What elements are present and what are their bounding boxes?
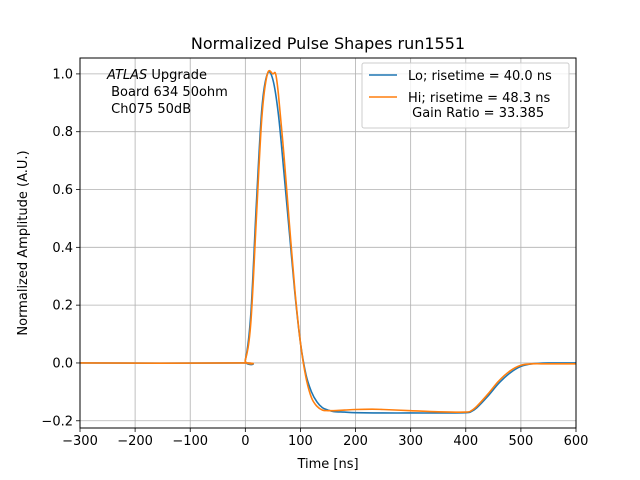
x-tick-label: 200 (343, 434, 368, 449)
x-tick-label: 400 (453, 434, 478, 449)
y-tick-label: 0.6 (52, 183, 73, 198)
legend-label-hi: Hi; risetime = 48.3 ns (408, 91, 550, 106)
x-tick-label: 100 (288, 434, 313, 449)
ticks: −300 −200 −100 0 100 200 300 400 500 600 −0.2 0.0 0.… (41, 67, 588, 449)
chart-title: Normalized Pulse Shapes run1551 (191, 34, 465, 53)
legend: Lo; risetime = 40.0 ns Hi; risetime = 48.… (361, 62, 570, 129)
legend-box (361, 62, 570, 129)
annotation-line: Ch075 50dB (107, 102, 191, 117)
series-layer (80, 69, 576, 414)
annotation-text: Upgrade (147, 68, 207, 83)
x-tick-label: 0 (241, 434, 249, 449)
y-tick-label: −0.2 (41, 414, 73, 429)
y-tick-label: 0.8 (52, 125, 73, 140)
x-tick-label: 500 (508, 434, 533, 449)
series-line-hi (80, 69, 576, 413)
y-tick-label: 1.0 (52, 67, 73, 82)
annotation-line: ATLAS Upgrade (106, 68, 207, 83)
x-tick-label: 300 (398, 434, 423, 449)
atlas-annotation: ATLAS Upgrade Board 634 50ohm Ch075 50dB (106, 68, 228, 117)
legend-label-hi: Gain Ratio = 33.385 (408, 106, 544, 121)
x-tick-label: 600 (564, 434, 589, 449)
x-axis-label: Time [ns] (296, 457, 358, 472)
annotation-italic: ATLAS (106, 68, 147, 83)
legend-label-lo: Lo; risetime = 40.0 ns (408, 69, 552, 84)
y-tick-label: 0.0 (52, 356, 73, 371)
y-axis-label: Normalized Amplitude (A.U.) (16, 150, 31, 335)
annotation-text: Board 634 50ohm (107, 85, 228, 100)
plot-frame (79, 57, 577, 429)
y-tick-label: 0.2 (52, 299, 73, 314)
annotation-line: Board 634 50ohm (107, 85, 228, 100)
x-tick-label: −200 (117, 434, 153, 449)
annotation-text: Ch075 50dB (107, 102, 191, 117)
y-tick-label: 0.4 (52, 241, 73, 256)
x-tick-label: −300 (62, 434, 98, 449)
x-tick-label: −100 (172, 434, 208, 449)
